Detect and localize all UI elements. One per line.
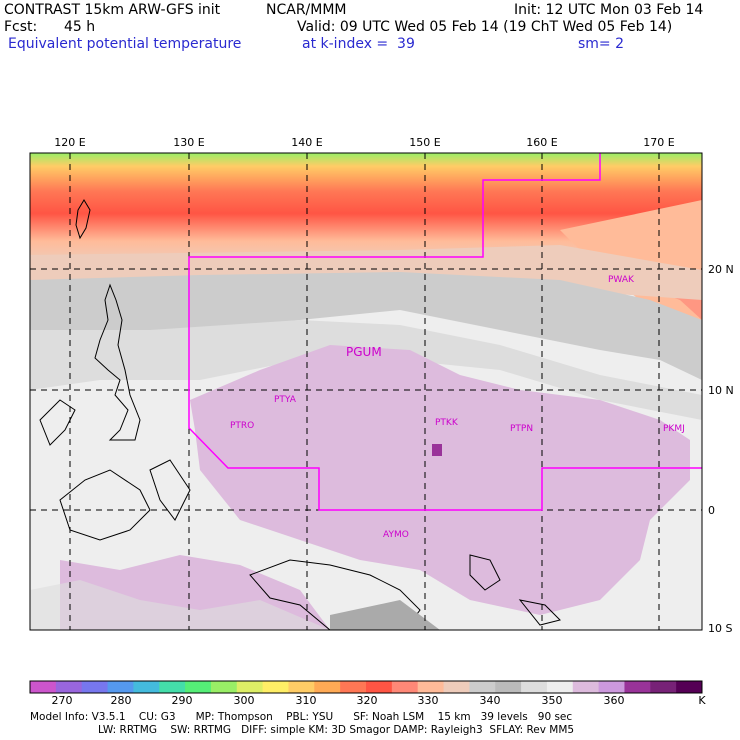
colorbar-label-320: 320 — [356, 694, 378, 707]
colorbar-frame — [29, 680, 703, 694]
colorbar-swatch — [159, 681, 186, 693]
station-ptro: PTRO — [230, 421, 254, 431]
lon-label-140: 140 E — [291, 136, 322, 149]
colorbar-label-290: 290 — [171, 694, 193, 707]
colorbar-swatch — [391, 681, 419, 693]
colorbar-swatch — [546, 681, 574, 693]
colorbar-swatch — [55, 681, 83, 693]
init-time: Init: 12 UTC Mon 03 Feb 14 — [514, 2, 704, 18]
colorbar-swatch — [624, 681, 651, 693]
colorbar-label-300: 300 — [233, 694, 255, 707]
colorbar-swatch — [417, 681, 445, 693]
colorbar-unit: K — [698, 694, 706, 707]
colorbar-label-330: 330 — [417, 694, 439, 707]
colorbar-swatch — [185, 681, 212, 693]
colorbar-swatch — [30, 681, 57, 693]
lat-label-0: 0 — [708, 504, 715, 517]
colorbar-swatch — [107, 681, 134, 693]
field-name: Equivalent potential temperature — [8, 36, 242, 52]
fcst-value: 45 h — [64, 19, 96, 35]
colorbar-swatch — [81, 681, 109, 693]
grid-lines — [30, 153, 702, 630]
lon-label-120: 120 E — [54, 136, 85, 149]
station-pgum: PGUM — [346, 345, 382, 359]
colorbar-swatch — [650, 681, 677, 693]
station-aymo: AYMO — [383, 530, 409, 540]
colorbar-swatch — [495, 681, 522, 693]
colorbar-swatch — [469, 681, 496, 693]
lon-label-130: 130 E — [173, 136, 204, 149]
field-shading — [30, 153, 702, 630]
station-ptkk: PTKK — [435, 418, 459, 428]
station-ptya: PTYA — [274, 395, 297, 405]
region-boundary — [188, 153, 702, 511]
colorbar-swatch — [133, 681, 160, 693]
colorbar-swatch — [521, 681, 548, 693]
station-ptpn: PTPN — [510, 424, 533, 434]
org-label: NCAR/MMM — [266, 2, 347, 18]
colorbar-swatch — [340, 681, 367, 693]
lat-label-20n: 20 N — [708, 263, 734, 276]
map-frame — [29, 152, 703, 631]
colorbar-swatch — [236, 681, 264, 693]
station-pwak: PWAK — [608, 275, 635, 285]
lon-label-170: 170 E — [643, 136, 674, 149]
colorbar-swatch — [262, 681, 289, 693]
colorbar-label-310: 310 — [295, 694, 317, 707]
colorbar-swatch — [598, 681, 625, 693]
model-info-line2: LW: RRTMG SW: RRTMG DIFF: simple KM: 3D … — [98, 724, 575, 736]
fcst-label: Fcst: — [4, 19, 38, 35]
colorbar-swatch — [210, 681, 238, 693]
colorbar-swatch — [366, 681, 393, 693]
colorbar-label-270: 270 — [51, 694, 73, 707]
colorbar-label-360: 360 — [603, 694, 625, 707]
colorbar-swatch — [288, 681, 315, 693]
model-info-line1: Model Info: V3.5.1 CU: G3 MP: Thompson P… — [30, 711, 573, 723]
lon-label-150: 150 E — [409, 136, 440, 149]
station-pkmj: PKMJ — [663, 424, 685, 434]
colorbar-label-280: 280 — [110, 694, 132, 707]
model-title: CONTRAST 15km ARW-GFS init — [4, 2, 221, 18]
lat-label-10n: 10 N — [708, 384, 734, 397]
level-info: at k-index = 39 — [302, 36, 415, 52]
lon-label-160: 160 E — [526, 136, 557, 149]
colorbar-swatch — [676, 681, 703, 693]
valid-time: Valid: 09 UTC Wed 05 Feb 14 (19 ChT Wed … — [297, 19, 673, 35]
colorbar-swatch — [443, 681, 470, 693]
colorbar-label-350: 350 — [541, 694, 563, 707]
lat-label-10s: 10 S — [708, 622, 732, 635]
colorbar-swatch — [314, 681, 341, 693]
colorbar-swatch — [572, 681, 600, 693]
smoothing-info: sm= 2 — [578, 36, 625, 52]
colorbar-label-340: 340 — [479, 694, 501, 707]
colorbar — [29, 680, 703, 694]
